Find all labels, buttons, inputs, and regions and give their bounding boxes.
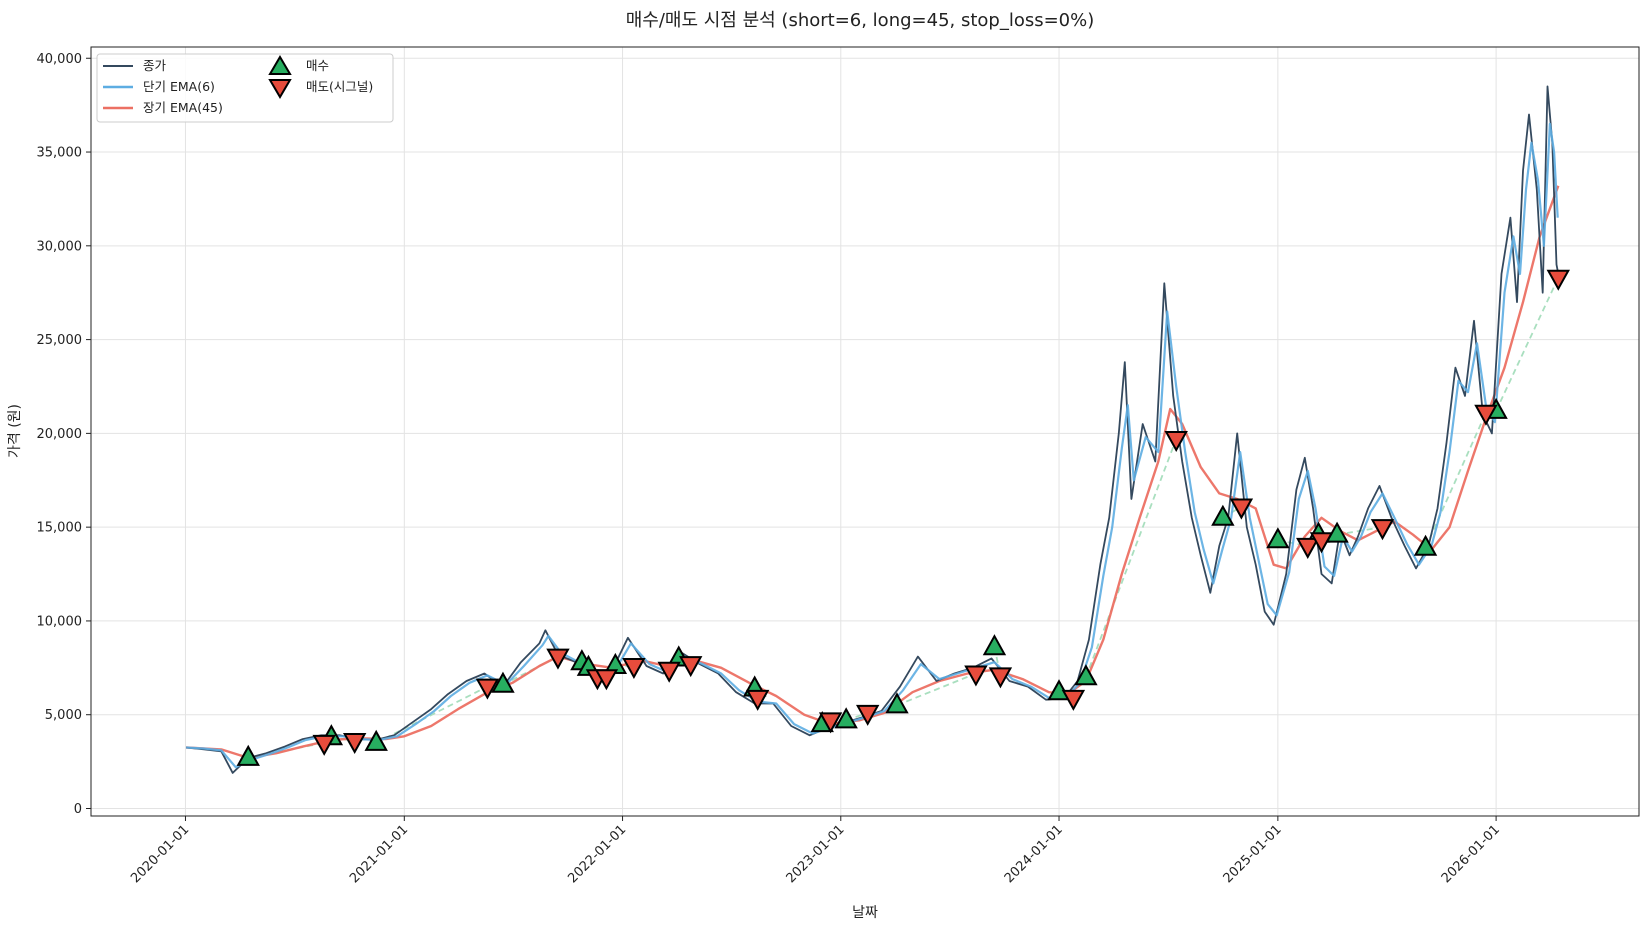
chart-title: 매수/매도 시점 분석 (short=6, long=45, stop_loss…: [626, 10, 1095, 31]
sell-signal-marker: [988, 667, 1013, 689]
legend-label-ema-long: 장기 EMA(45): [143, 100, 223, 115]
y-axis-title: 가격 (원): [7, 404, 23, 458]
x-tick-label: 2024-01-01: [1002, 822, 1066, 886]
sell-signal-marker: [594, 669, 619, 691]
long-ema-line: [186, 185, 1560, 760]
trade-link-line: [1085, 438, 1178, 678]
sell-signal-marker: [1474, 404, 1498, 426]
sell-signal-marker: [964, 665, 988, 687]
sell-signal-marker: [679, 656, 703, 678]
signal-markers: [236, 269, 1570, 766]
close-price-line: [186, 85, 1561, 774]
y-tick-label: 25,000: [37, 333, 83, 348]
legend-label-sell: 매도(시그널): [306, 79, 373, 94]
sell-signal-marker: [1546, 269, 1570, 291]
sell-signal-marker: [475, 678, 500, 700]
sell-signal-marker: [312, 734, 336, 756]
sell-signal-marker: [818, 712, 843, 734]
y-tick-label: 35,000: [37, 146, 83, 161]
x-tick-label: 2026-01-01: [1439, 822, 1503, 886]
legend-sell-marker: [268, 79, 292, 99]
buy-signal-marker: [1266, 527, 1290, 549]
trade-link-line: [1424, 412, 1487, 549]
sell-signal-marker: [1061, 689, 1086, 711]
y-axis: 0 5,000 10,000 15,000 20,000 25,000 30,000 35,0…: [37, 52, 91, 817]
legend-buy-marker: [268, 55, 292, 75]
x-tick-label: 2025-01-01: [1221, 822, 1285, 886]
y-tick-label: 15,000: [37, 521, 83, 536]
plot-frame: [90, 46, 1640, 817]
sell-signal-marker: [1164, 431, 1188, 453]
buy-signal-marker: [1413, 534, 1438, 556]
trade-link-line: [896, 672, 977, 707]
x-tick-label: 2020-01-01: [128, 822, 192, 886]
x-axis-title: 날짜: [852, 905, 878, 921]
buy-signal-marker: [491, 671, 515, 693]
y-tick-label: 0: [74, 802, 82, 817]
legend-label-ema-short: 단기 EMA(6): [143, 79, 215, 94]
trade-links: [248, 277, 1560, 759]
legend: 종가 단기 EMA(6) 장기 EMA(45) 매수 매도(시그널): [96, 53, 394, 123]
trade-link-line: [375, 685, 488, 744]
sell-signal-marker: [622, 657, 646, 680]
legend-label-close: 종가: [143, 58, 167, 73]
buy-signal-marker: [364, 729, 388, 751]
y-tick-label: 20,000: [37, 427, 83, 442]
y-tick-label: 10,000: [37, 614, 83, 629]
legend-label-buy: 매수: [306, 58, 329, 73]
sell-signal-marker: [342, 732, 367, 755]
x-axis: 2020-01-01 2021-01-01 2022-01-01 2023-01-01…: [128, 816, 1503, 886]
sell-signal-marker: [745, 689, 770, 711]
buy-signal-marker: [834, 707, 858, 729]
sell-signal-marker: [855, 704, 880, 726]
trade-link-line: [1495, 277, 1560, 412]
grid-lines: [91, 47, 1639, 816]
sell-signal-marker: [1229, 498, 1254, 520]
y-tick-label: 40,000: [37, 52, 83, 67]
sell-signal-marker: [546, 648, 570, 670]
short-ema-line: [186, 122, 1559, 769]
buy-signal-marker: [236, 744, 260, 766]
buy-signal-marker: [1211, 504, 1235, 526]
sell-signal-marker: [657, 661, 681, 683]
x-tick-label: 2022-01-01: [565, 822, 629, 886]
x-tick-label: 2023-01-01: [784, 822, 848, 886]
x-tick-label: 2021-01-01: [347, 822, 411, 886]
sell-signal-marker: [1370, 519, 1395, 541]
y-tick-label: 5,000: [45, 708, 82, 723]
buy-signal-marker: [885, 692, 909, 714]
y-tick-label: 30,000: [37, 239, 83, 254]
buy-signal-marker: [982, 634, 1007, 656]
legend-box: [96, 53, 394, 123]
buy-signal-marker: [1074, 664, 1098, 686]
sell-signal-marker: [1309, 532, 1334, 554]
price-lines: [186, 85, 1561, 774]
sell-signal-marker: [1296, 537, 1320, 559]
